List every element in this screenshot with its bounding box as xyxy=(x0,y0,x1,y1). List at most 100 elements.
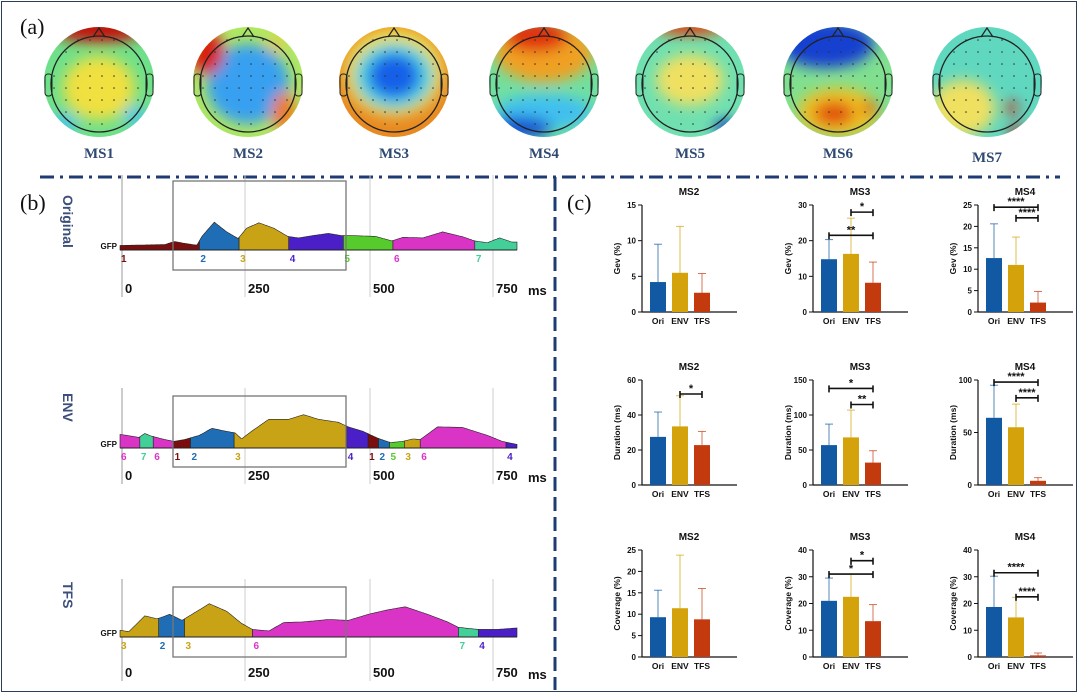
bar-ori xyxy=(986,417,1002,485)
x-tick-label: ENV xyxy=(842,316,860,326)
bar-env xyxy=(1008,264,1024,312)
segment-number: 4 xyxy=(507,452,513,463)
y-tick-label: 0 xyxy=(632,481,637,490)
time-unit-label: ms xyxy=(528,470,547,485)
scalp-outline xyxy=(789,35,887,133)
bar-env xyxy=(843,253,859,312)
time-unit-label: ms xyxy=(528,667,547,682)
x-tick-label: TFS xyxy=(1030,661,1046,671)
time-tick-label: 750 xyxy=(496,665,518,680)
y-tick-label: 5 xyxy=(632,632,637,641)
significance-label: * xyxy=(860,201,865,213)
y-tick-label: 0 xyxy=(803,308,808,317)
condition-label: ENV xyxy=(60,393,76,422)
segment-number: 3 xyxy=(405,452,411,463)
y-tick-label: 10 xyxy=(798,272,807,281)
gfp-segment-ms4 xyxy=(346,425,369,449)
left-ear-icon xyxy=(635,73,644,97)
head-map-icon xyxy=(783,26,893,137)
bar-env xyxy=(843,437,859,485)
chart-title: MS3 xyxy=(850,532,871,543)
gfp-segment-ms3 xyxy=(233,414,348,449)
segment-number: 2 xyxy=(191,452,197,463)
gfp-axis-label: GFP xyxy=(101,242,118,251)
gfp-segment-ms6 xyxy=(252,606,459,638)
x-tick-label: Ori xyxy=(988,489,1000,499)
bar-tfs xyxy=(1030,302,1046,312)
significance-label: **** xyxy=(1018,387,1036,399)
bar-ori xyxy=(650,617,666,657)
y-tick-label: 20 xyxy=(963,222,972,231)
bar-ori xyxy=(650,282,666,312)
gfp-segment-ms2 xyxy=(190,428,235,449)
y-tick-label: 0 xyxy=(803,481,808,490)
x-tick-label: TFS xyxy=(694,489,710,499)
segment-number: 4 xyxy=(348,452,354,463)
significance-label: **** xyxy=(1018,207,1036,219)
y-axis-label: Duration (ms) xyxy=(783,405,793,460)
topomap-label: MS3 xyxy=(379,146,409,162)
bar-tfs xyxy=(694,445,710,485)
y-tick-label: 25 xyxy=(627,546,636,555)
y-tick-label: 20 xyxy=(627,567,636,576)
time-tick-label: 250 xyxy=(248,665,270,680)
chart-title: MS2 xyxy=(679,362,700,373)
gfp-axis-label: GFP xyxy=(101,629,118,638)
nose-icon xyxy=(980,26,994,38)
chart-title: MS2 xyxy=(679,187,700,198)
segment-number: 1 xyxy=(175,452,181,463)
gfp-segment-ms7 xyxy=(474,237,518,251)
x-tick-label: ENV xyxy=(1007,661,1025,671)
bar-env xyxy=(843,596,859,657)
panel-label-c: (c) xyxy=(567,190,592,215)
y-tick-label: 0 xyxy=(632,308,637,317)
segment-number: 3 xyxy=(121,641,127,652)
y-axis-label: Coverage (%) xyxy=(612,576,622,630)
segment-number: 6 xyxy=(253,641,259,652)
gfp-segment-ms6 xyxy=(419,426,507,449)
bar-env xyxy=(672,426,688,485)
nose-icon xyxy=(831,26,845,38)
panel-label-a: (a) xyxy=(20,14,45,39)
gfp-segment-ms6 xyxy=(152,436,174,449)
time-tick-label: 500 xyxy=(373,665,395,680)
highlight-window-box xyxy=(172,395,347,468)
y-tick-label: 15 xyxy=(963,244,972,253)
y-tick-label: 60 xyxy=(627,376,636,385)
y-tick-label: 30 xyxy=(798,201,807,210)
x-tick-label: Ori xyxy=(988,661,1000,671)
segment-number: 7 xyxy=(459,641,465,652)
significance-label: **** xyxy=(1007,196,1025,208)
gfp-segment-ms7 xyxy=(458,626,479,638)
time-tick-label: 0 xyxy=(125,665,132,680)
scalp-outline xyxy=(50,35,148,133)
left-ear-icon xyxy=(932,73,941,97)
scalp-outline xyxy=(938,35,1036,133)
y-tick-label: 25 xyxy=(963,201,972,210)
y-tick-label: 30 xyxy=(798,573,807,582)
gfp-segment-ms1 xyxy=(367,433,379,449)
y-tick-label: 100 xyxy=(959,376,973,385)
bar-chart-coverage-ms4: MS4 0 10 20 30 40 Coverage (%) Ori ENV TFS **** ***… xyxy=(948,532,1073,671)
segment-number: 7 xyxy=(141,452,147,463)
significance-label: **** xyxy=(1007,371,1025,383)
significance-label: * xyxy=(860,550,865,562)
scalp-outline xyxy=(495,35,593,133)
right-ear-icon xyxy=(1033,73,1042,97)
nose-icon xyxy=(537,26,551,38)
topomap-label: MS2 xyxy=(233,146,263,162)
x-tick-label: ENV xyxy=(842,661,860,671)
y-tick-label: 10 xyxy=(627,237,636,246)
bar-tfs xyxy=(1030,480,1046,485)
gfp-segment-ms2 xyxy=(378,438,390,449)
bar-chart-duration-ms2: MS2 0 20 40 60 Duration (ms) Ori ENV TFS * xyxy=(612,362,737,499)
gfp-segment-ms2 xyxy=(158,613,185,638)
scalp-outline xyxy=(199,35,297,133)
segment-number: 4 xyxy=(290,254,296,265)
bar-env xyxy=(1008,427,1024,485)
x-tick-label: TFS xyxy=(865,489,881,499)
gfp-segment-ms3 xyxy=(119,615,160,638)
x-tick-label: Ori xyxy=(988,316,1000,326)
time-tick-label: 500 xyxy=(373,281,395,296)
